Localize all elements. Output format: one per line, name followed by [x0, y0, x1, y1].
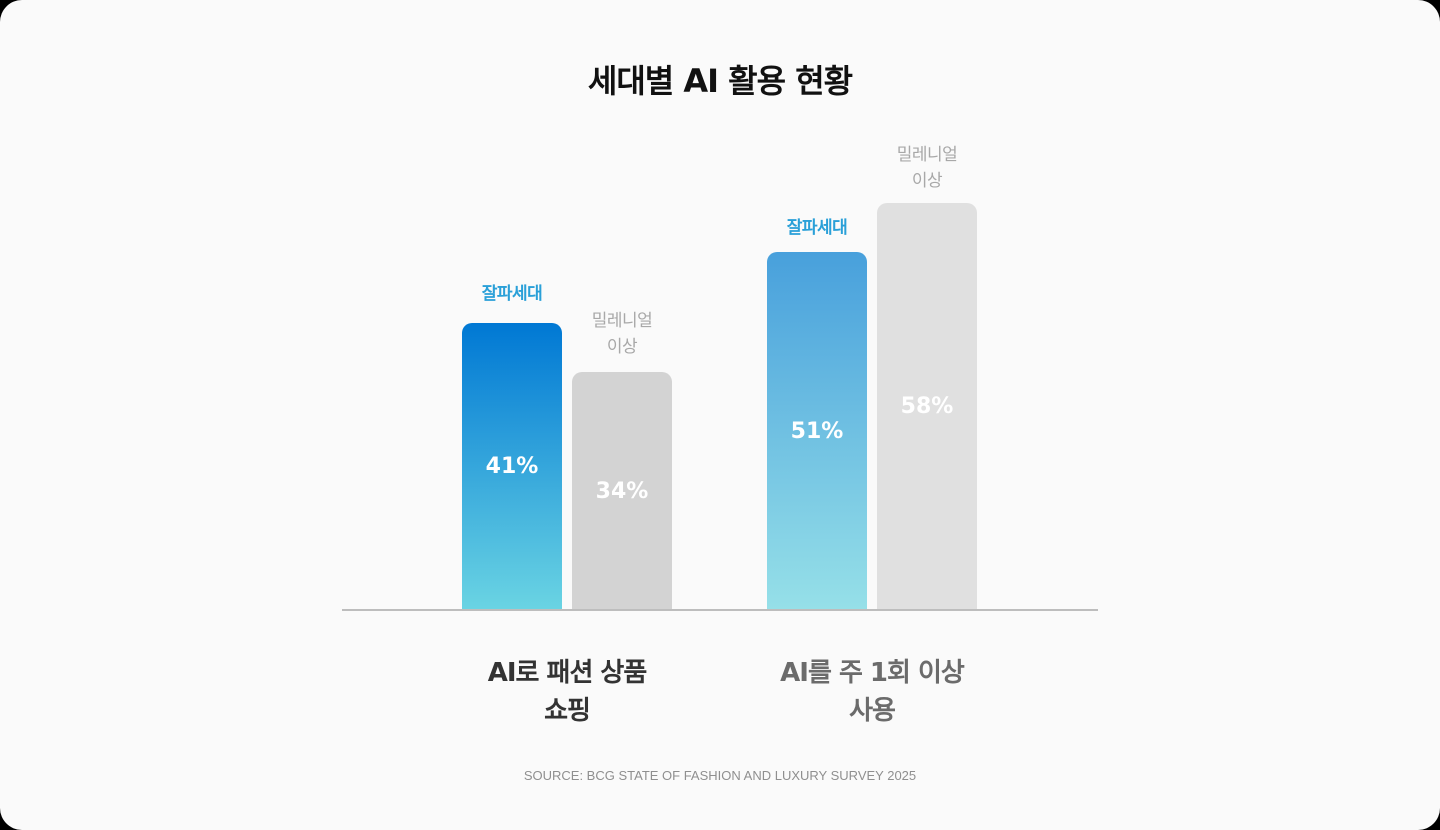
- bar-gen-z-weekly: 51%: [767, 252, 867, 610]
- bar-label-millennial: 밀레니얼 이상: [591, 311, 653, 357]
- bar-millennial-shopping: 34%: [572, 372, 672, 610]
- bar-value: 58%: [900, 394, 954, 419]
- bar-value: 41%: [485, 454, 539, 479]
- category-label-shopping: AI로 패션 상품 쇼핑: [487, 658, 648, 726]
- bar-label-gen-z: 잘파세대: [786, 218, 848, 238]
- bar-millennial-weekly: 58%: [877, 203, 977, 610]
- bar-label-millennial: 밀레니얼 이상: [896, 145, 958, 191]
- source-note: SOURCE: BCG STATE OF FASHION AND LUXURY …: [523, 768, 917, 783]
- category-label-weekly-use: AI를 주 1회 이상 사용: [780, 658, 965, 726]
- bar-value: 51%: [790, 418, 844, 444]
- chart-title: 세대별 AI 활용 현황: [587, 62, 853, 100]
- bar-value: 34%: [595, 478, 649, 504]
- bar-label-gen-z: 잘파세대: [481, 284, 543, 304]
- x-axis-baseline: [342, 609, 1098, 611]
- bar-gen-z-shopping: 41%: [462, 323, 562, 610]
